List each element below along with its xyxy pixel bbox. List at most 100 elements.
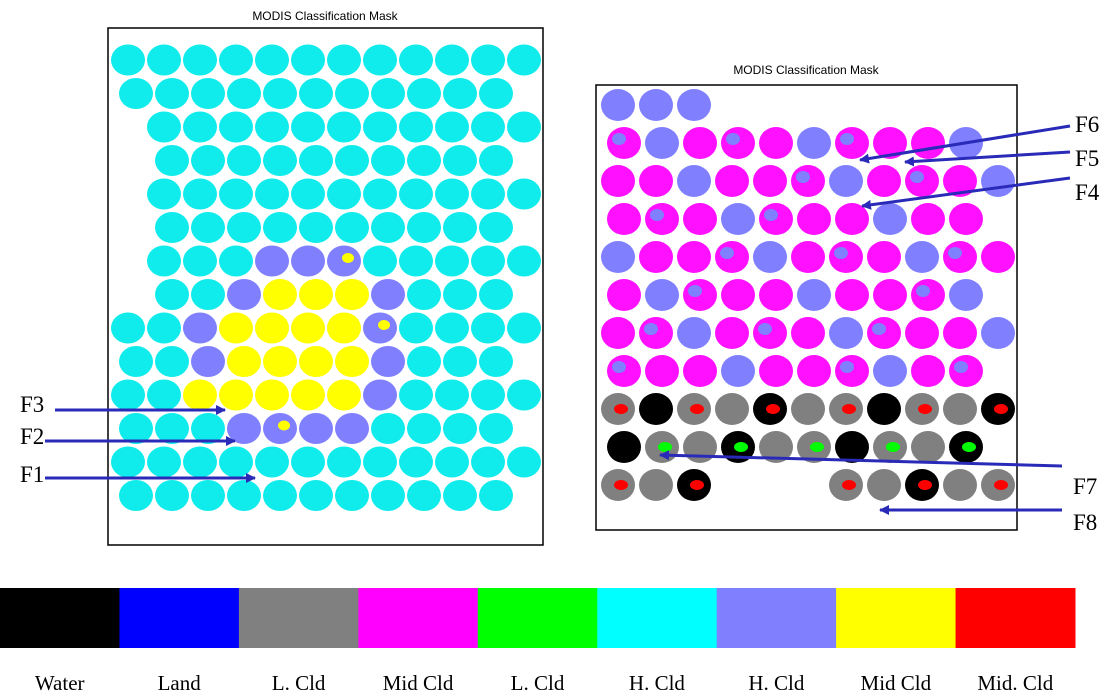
footprint [639, 89, 673, 121]
footprint [471, 179, 505, 210]
footprint [183, 246, 217, 277]
footprint [943, 469, 977, 501]
footprint [227, 212, 261, 243]
footprint [435, 179, 469, 210]
footprint [507, 112, 541, 143]
footprint [443, 413, 477, 444]
legend-swatch [239, 588, 359, 648]
footprint [677, 317, 711, 349]
footprint [219, 246, 253, 277]
footprint [227, 413, 261, 444]
footprint [335, 279, 369, 310]
footprint [443, 78, 477, 109]
panel-title: MODIS Classification Mask [252, 9, 398, 23]
footprint [183, 380, 217, 411]
footprint [435, 447, 469, 478]
footprint-patch [916, 285, 930, 297]
footprint [407, 346, 441, 377]
footprint [147, 45, 181, 76]
footprint [607, 203, 641, 235]
footprint [299, 480, 333, 511]
footprint [683, 203, 717, 235]
footprint [407, 413, 441, 444]
footprint [753, 241, 787, 273]
footprint [797, 127, 831, 159]
footprint-patch [802, 285, 816, 297]
footprint [335, 413, 369, 444]
footprint [119, 78, 153, 109]
footprint [607, 431, 641, 463]
footprint [949, 203, 983, 235]
footprint [471, 45, 505, 76]
footprint [227, 78, 261, 109]
footprint-patch [948, 247, 962, 259]
footprint-patch [810, 442, 824, 452]
footprint [721, 203, 755, 235]
footprint [147, 246, 181, 277]
footprint-patch [842, 404, 856, 414]
footprint [291, 112, 325, 143]
footprint [867, 165, 901, 197]
arrow-label: F8 [1073, 510, 1097, 535]
footprint [639, 165, 673, 197]
footprint-patch [612, 133, 626, 145]
footprint [183, 112, 217, 143]
footprint [435, 380, 469, 411]
footprint [471, 246, 505, 277]
footprint [363, 380, 397, 411]
footprint [507, 45, 541, 76]
footprint [371, 212, 405, 243]
footprint [291, 246, 325, 277]
footprint [791, 393, 825, 425]
footprint [435, 45, 469, 76]
footprint-patch [954, 361, 968, 373]
footprint [335, 145, 369, 176]
footprint [227, 480, 261, 511]
footprint [147, 380, 181, 411]
footprint [873, 279, 907, 311]
footprint [155, 145, 189, 176]
footprint [645, 127, 679, 159]
footprint [835, 279, 869, 311]
footprint [507, 380, 541, 411]
footprint-patch [734, 442, 748, 452]
legend-label: L. Cld [272, 671, 326, 695]
footprint [111, 45, 145, 76]
footprint [471, 313, 505, 344]
footprint [147, 313, 181, 344]
footprint [479, 145, 513, 176]
footprint [263, 212, 297, 243]
footprint-patch [886, 442, 900, 452]
legend-swatch [358, 588, 478, 648]
footprint [155, 480, 189, 511]
footprint [255, 380, 289, 411]
footprint [715, 317, 749, 349]
footprint [399, 45, 433, 76]
footprint [111, 447, 145, 478]
footprint [219, 313, 253, 344]
footprint [291, 380, 325, 411]
left-panel [108, 28, 543, 545]
footprint [479, 78, 513, 109]
footprint [147, 179, 181, 210]
footprint [219, 179, 253, 210]
footprint [183, 45, 217, 76]
footprint [371, 279, 405, 310]
footprint [327, 45, 361, 76]
footprint [683, 355, 717, 387]
footprint-patch [612, 361, 626, 373]
footprint [119, 480, 153, 511]
footprint [399, 447, 433, 478]
footprint [255, 45, 289, 76]
footprint [471, 380, 505, 411]
footprint-patch [688, 285, 702, 297]
legend-label: Mid Cld [861, 671, 932, 695]
footprint-patch [644, 323, 658, 335]
footprint [291, 45, 325, 76]
footprint-patch [690, 480, 704, 490]
footprint [721, 279, 755, 311]
footprint-patch [726, 361, 740, 373]
footprint [867, 241, 901, 273]
footprint [363, 112, 397, 143]
footprint [255, 112, 289, 143]
